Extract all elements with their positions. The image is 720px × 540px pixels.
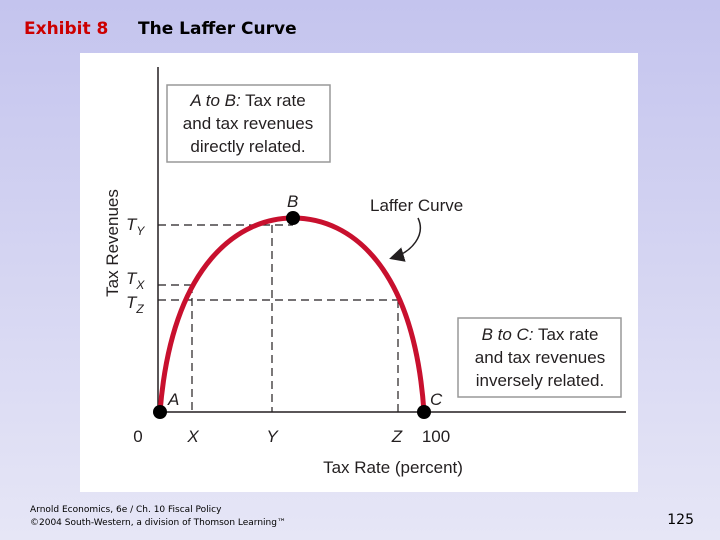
y-label-main: T	[126, 215, 138, 234]
y-label-sub: X	[135, 278, 145, 292]
guide-lines	[158, 224, 399, 412]
diagram: A to B: Tax rate and tax revenues direct…	[103, 67, 626, 477]
annotation-box	[457, 317, 622, 398]
point	[153, 405, 167, 419]
annotation-line: B to C: Tax rate	[482, 325, 599, 344]
curve-arrow	[389, 217, 421, 262]
annotation-text: Tax rate	[245, 91, 305, 110]
x-label: Y	[266, 427, 279, 446]
y-axis-label: Tax Revenues	[103, 189, 122, 297]
x-label: X	[186, 427, 199, 446]
x-label: 0	[133, 427, 142, 446]
annotation-line: A to B: Tax rate	[189, 91, 305, 110]
annotation-lead: B to C:	[482, 325, 534, 344]
y-label: TX	[126, 269, 145, 292]
diagram-panel	[80, 53, 638, 492]
x-axis-label: Tax Rate (percent)	[323, 458, 463, 477]
point	[417, 405, 431, 419]
curve-label: Laffer Curve	[370, 196, 463, 215]
page-number: 125	[667, 512, 694, 528]
y-label: TY	[126, 215, 145, 238]
y-label-main: T	[126, 293, 138, 312]
footer-copyright: ©2004 South-Western, a division of Thoms…	[30, 518, 286, 528]
annotation-lead: A to B:	[189, 91, 241, 110]
annotation-box	[166, 84, 331, 163]
footer-source: Arnold Economics, 6e / Ch. 10 Fiscal Pol…	[30, 505, 222, 515]
y-label: TZ	[126, 293, 144, 316]
x-label: 100	[422, 427, 450, 446]
y-label-main: T	[126, 269, 138, 288]
point	[286, 211, 300, 225]
annotation-line: directly related.	[190, 137, 305, 156]
point-label: B	[287, 192, 298, 211]
slide-title: The Laffer Curve	[138, 19, 297, 39]
annotation-line: and tax revenues	[183, 114, 313, 133]
annotation-line: and tax revenues	[475, 348, 605, 367]
point-label: A	[167, 390, 179, 409]
annotation-text: Tax rate	[538, 325, 598, 344]
y-label-sub: Y	[136, 224, 145, 238]
y-label-sub: Z	[135, 302, 144, 316]
annotation-line: inversely related.	[476, 371, 605, 390]
exhibit-label: Exhibit 8	[24, 19, 108, 39]
x-label: Z	[391, 427, 403, 446]
point-label: C	[430, 390, 443, 409]
